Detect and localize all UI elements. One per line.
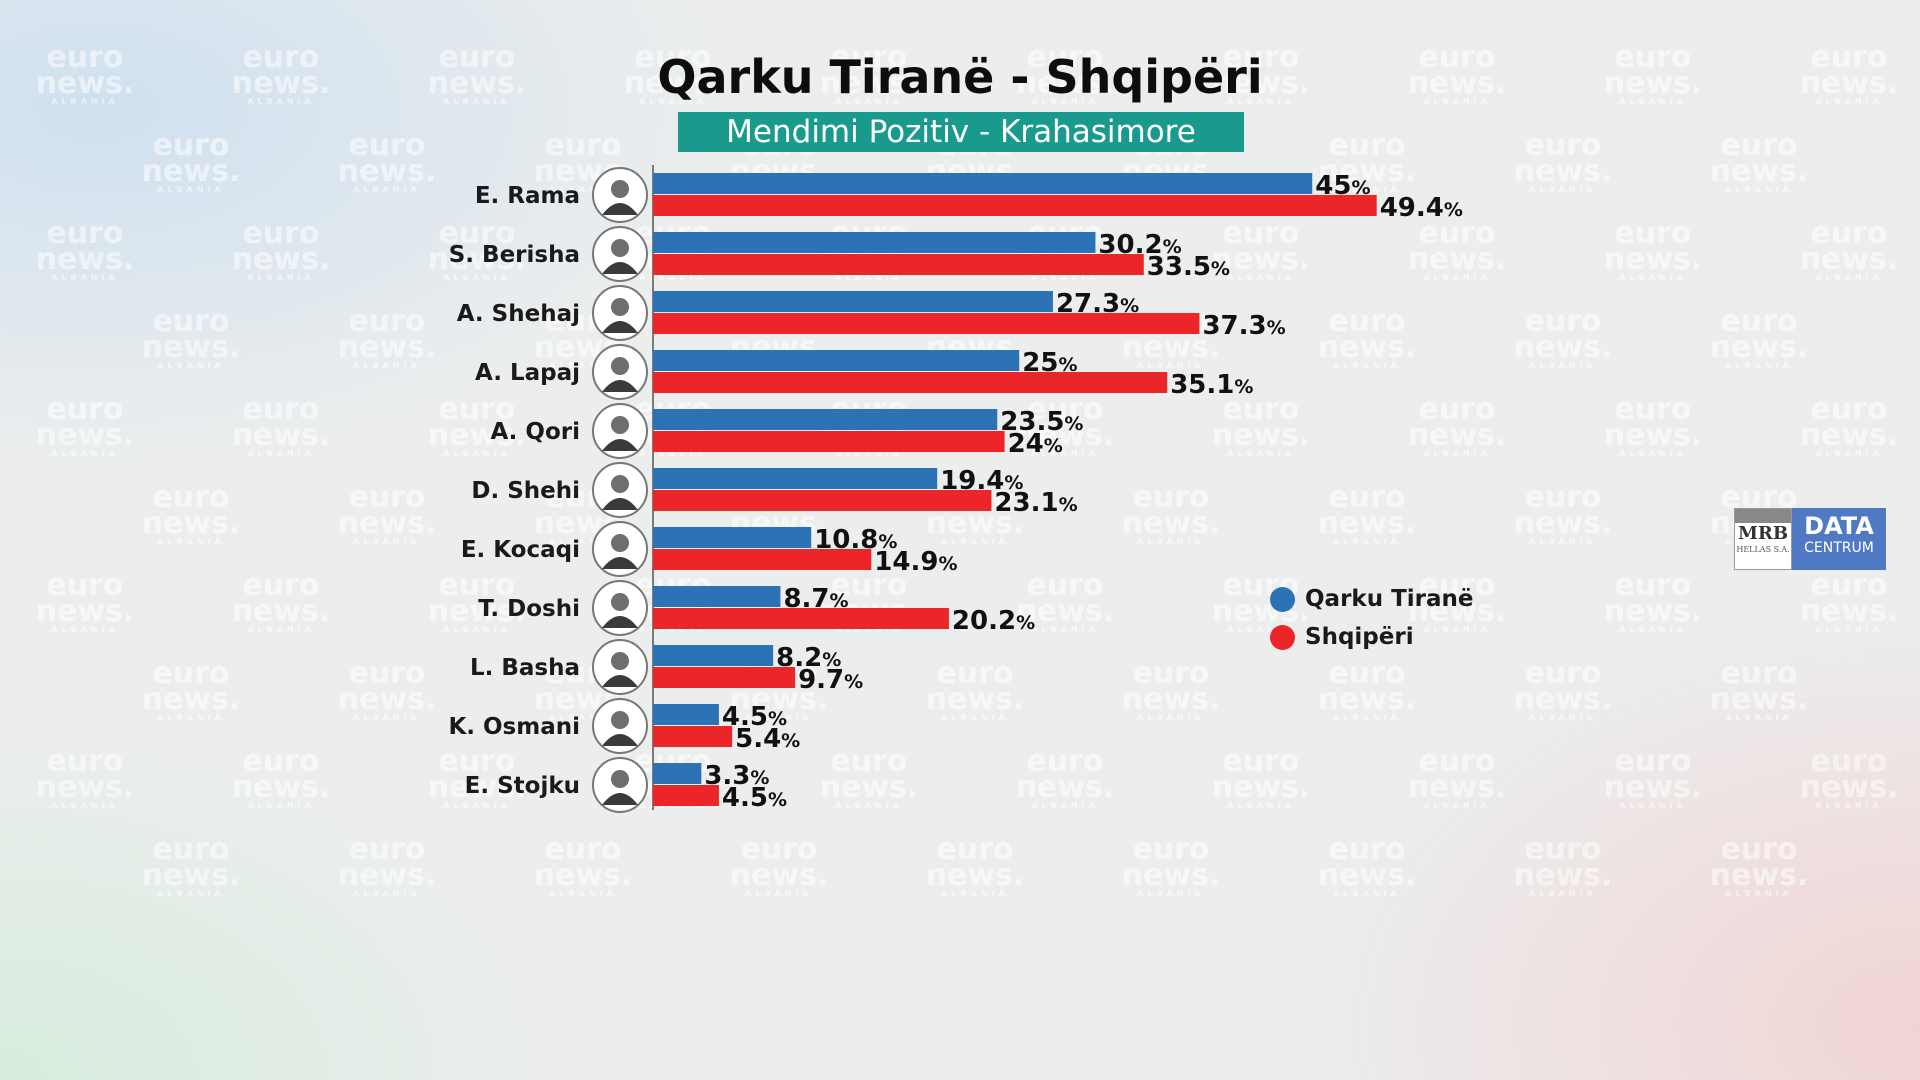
mrb-logo-part: MRB HELLAS S.A. xyxy=(1734,508,1792,570)
category-label: A. Lapaj xyxy=(475,360,580,386)
bar-series-2 xyxy=(653,490,992,511)
avatar-shoulders xyxy=(602,734,638,746)
bar-series-1 xyxy=(653,350,1020,371)
avatar-shoulders xyxy=(602,498,638,510)
data-label: 4.5% xyxy=(722,783,787,813)
chart-subtitle: Mendimi Pozitiv - Krahasimore xyxy=(678,112,1244,152)
legend-item-series-1: Qarku Tiranë xyxy=(1270,580,1474,618)
legend-label-series-1: Qarku Tiranë xyxy=(1305,586,1474,612)
data-label: 35.1% xyxy=(1170,370,1253,400)
avatar-head xyxy=(611,593,629,611)
avatar-head xyxy=(611,357,629,375)
person-avatar xyxy=(592,698,648,754)
data-label: 49.4% xyxy=(1380,193,1463,223)
bar-series-1 xyxy=(653,527,812,548)
person-avatar xyxy=(592,403,648,459)
avatar-head xyxy=(611,475,629,493)
avatar-shoulders xyxy=(602,321,638,333)
bar-series-1 xyxy=(653,645,774,666)
data-label: 9.7% xyxy=(798,665,863,695)
centrum-logo-text: CENTRUM xyxy=(1804,540,1874,556)
bar-series-1 xyxy=(653,291,1053,312)
bar-series-2 xyxy=(653,195,1377,216)
category-label: D. Shehi xyxy=(471,478,580,504)
data-label: 33.5% xyxy=(1147,252,1230,282)
category-label: L. Basha xyxy=(470,655,580,681)
avatar-shoulders xyxy=(602,616,638,628)
bar-series-2 xyxy=(653,608,949,629)
bar-series-1 xyxy=(653,586,781,607)
category-label: S. Berisha xyxy=(449,242,580,268)
category-label: E. Stojku xyxy=(465,773,580,799)
person-avatar xyxy=(592,285,648,341)
avatar-head xyxy=(611,711,629,729)
bar-series-1 xyxy=(653,704,719,725)
legend-label-series-2: Shqipëri xyxy=(1305,624,1414,650)
legend-item-series-2: Shqipëri xyxy=(1270,618,1474,656)
category-label: K. Osmani xyxy=(448,714,580,740)
person-avatar xyxy=(592,521,648,577)
data-label: 23.1% xyxy=(994,488,1077,518)
avatar-shoulders xyxy=(602,203,638,215)
bar-series-2 xyxy=(653,549,872,570)
avatar-head xyxy=(611,416,629,434)
bar-series-2 xyxy=(653,254,1144,275)
avatar-head xyxy=(611,652,629,670)
data-centrum-logo-part: DATA CENTRUM xyxy=(1792,508,1886,570)
data-logo-text: DATA xyxy=(1804,512,1874,540)
avatar-head xyxy=(611,298,629,316)
mrb-logo-text: MRB xyxy=(1737,523,1789,544)
data-label: 14.9% xyxy=(874,547,957,577)
legend-swatch-series-1 xyxy=(1270,586,1295,612)
avatar-head xyxy=(611,239,629,257)
avatar-shoulders xyxy=(602,439,638,451)
avatar-head xyxy=(611,534,629,552)
category-label: E. Kocaqi xyxy=(461,537,580,563)
mrb-logo-subtext: HELLAS S.A. xyxy=(1736,545,1790,554)
bar-series-1 xyxy=(653,409,998,430)
person-avatar xyxy=(592,639,648,695)
avatar-shoulders xyxy=(602,675,638,687)
chart-title: Qarku Tiranë - Shqipëri xyxy=(657,50,1263,104)
bar-series-2 xyxy=(653,372,1168,393)
bar-series-2 xyxy=(653,431,1005,452)
bar-series-1 xyxy=(653,763,702,784)
bar-series-2 xyxy=(653,785,719,806)
bar-series-1 xyxy=(653,468,938,489)
avatar-head xyxy=(611,180,629,198)
person-avatar xyxy=(592,757,648,813)
category-label: A. Qori xyxy=(490,419,580,445)
legend: Qarku Tiranë Shqipëri xyxy=(1270,580,1474,656)
bar-series-2 xyxy=(653,726,733,747)
avatar-shoulders xyxy=(602,262,638,274)
data-label: 20.2% xyxy=(952,606,1035,636)
bar-series-1 xyxy=(653,232,1096,253)
bar-series-1 xyxy=(653,173,1313,194)
avatar-shoulders xyxy=(602,380,638,392)
category-label: T. Doshi xyxy=(478,596,580,622)
legend-swatch-series-2 xyxy=(1270,624,1295,650)
person-avatar xyxy=(592,167,648,223)
person-avatar xyxy=(592,226,648,282)
mrb-data-centrum-logo: MRB HELLAS S.A. DATA CENTRUM xyxy=(1734,508,1886,570)
data-label: 5.4% xyxy=(735,724,800,754)
person-avatar xyxy=(592,344,648,400)
person-avatar xyxy=(592,462,648,518)
person-avatar xyxy=(592,580,648,636)
category-label: A. Shehaj xyxy=(457,301,580,327)
avatar-shoulders xyxy=(602,557,638,569)
bar-series-2 xyxy=(653,667,796,688)
avatar-shoulders xyxy=(602,793,638,805)
category-label: E. Rama xyxy=(475,183,580,209)
data-label: 37.3% xyxy=(1202,311,1285,341)
bar-series-2 xyxy=(653,313,1200,334)
avatar-head xyxy=(611,770,629,788)
